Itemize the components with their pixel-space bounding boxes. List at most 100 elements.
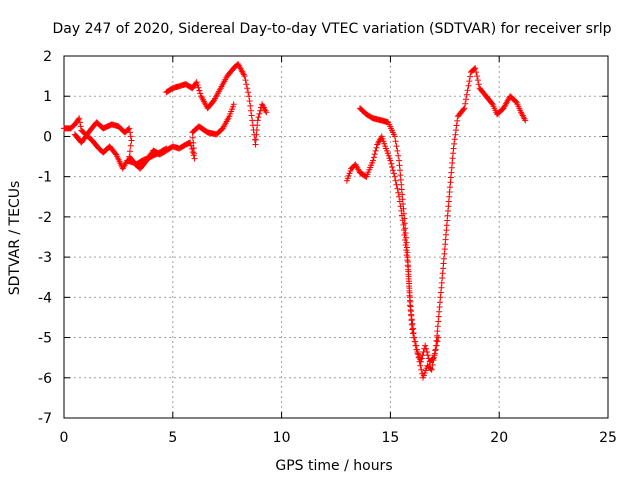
data-point xyxy=(464,87,471,94)
data-point xyxy=(243,81,250,88)
data-point xyxy=(462,100,469,107)
data-point xyxy=(475,81,482,88)
data-point xyxy=(387,157,394,164)
data-point xyxy=(452,131,459,138)
data-point xyxy=(416,358,423,365)
data-point xyxy=(407,307,414,313)
data-point xyxy=(466,78,473,85)
data-point xyxy=(417,362,424,369)
data-point xyxy=(427,365,434,372)
data-point xyxy=(431,352,438,359)
data-point xyxy=(415,354,422,361)
data-point xyxy=(194,82,201,88)
data-point xyxy=(263,109,270,116)
data-point xyxy=(76,115,83,122)
data-point xyxy=(465,82,472,89)
data-point xyxy=(390,167,396,174)
data-point xyxy=(451,140,458,147)
data-point xyxy=(407,302,413,309)
data-point xyxy=(422,342,429,349)
data-point xyxy=(391,173,398,180)
data-point xyxy=(127,142,134,149)
data-point xyxy=(418,366,425,373)
data-point xyxy=(242,77,249,84)
data-point xyxy=(190,139,197,146)
y-tick-label: -7 xyxy=(38,411,52,427)
x-tick-label: 20 xyxy=(490,430,508,446)
data-point xyxy=(241,73,248,80)
data-point xyxy=(424,349,430,355)
data-point xyxy=(412,338,419,345)
data-point xyxy=(127,129,133,136)
data-point xyxy=(191,155,198,162)
data-point xyxy=(450,145,457,152)
data-point xyxy=(474,77,481,84)
data-point xyxy=(394,147,401,154)
data-point xyxy=(127,148,133,155)
data-point xyxy=(410,325,417,332)
y-tick-label: -3 xyxy=(38,250,52,266)
axes: 0 5 10 15 20 25 -7 -6 -5 -4 -3 -2 -1 0 1 2 xyxy=(38,49,617,446)
data-point xyxy=(395,152,402,159)
data-point xyxy=(195,84,202,91)
data-point xyxy=(163,145,170,152)
data-point xyxy=(408,316,415,323)
data-point xyxy=(428,366,435,373)
data-point xyxy=(453,122,460,129)
data-point xyxy=(432,347,439,354)
x-tick-label: 25 xyxy=(599,430,617,446)
data-point xyxy=(196,87,203,94)
data-point xyxy=(256,110,263,117)
data-point xyxy=(454,117,461,124)
data-point xyxy=(370,154,377,161)
data-point xyxy=(430,357,437,364)
data-point xyxy=(77,123,84,130)
data-points xyxy=(61,61,529,381)
y-tick-label: 0 xyxy=(43,129,52,145)
data-point xyxy=(423,345,430,352)
y-tick-label: 2 xyxy=(43,49,52,65)
data-point xyxy=(255,114,262,121)
data-point xyxy=(471,65,478,72)
data-point xyxy=(246,98,253,104)
data-point xyxy=(370,157,376,164)
data-point xyxy=(414,350,421,357)
data-point xyxy=(254,117,261,124)
data-point xyxy=(77,119,83,126)
data-point xyxy=(424,352,431,359)
data-point xyxy=(409,320,416,327)
data-point xyxy=(245,89,252,96)
x-tick-label: 15 xyxy=(381,430,399,446)
data-point xyxy=(429,361,436,368)
y-tick-label: -2 xyxy=(38,210,52,226)
data-point xyxy=(249,117,256,124)
data-point xyxy=(390,170,397,177)
data-point xyxy=(247,107,254,114)
data-point xyxy=(248,112,255,119)
y-tick-label: -5 xyxy=(38,331,52,347)
data-point xyxy=(125,126,132,133)
data-point xyxy=(190,145,197,152)
data-point xyxy=(388,160,395,167)
data-point xyxy=(162,146,169,153)
data-point xyxy=(413,346,420,353)
data-point xyxy=(197,90,204,97)
data-point xyxy=(473,69,480,76)
data-point xyxy=(460,106,467,113)
data-point xyxy=(392,177,399,184)
data-point xyxy=(244,85,251,92)
data-point xyxy=(461,105,468,112)
data-point xyxy=(467,73,474,80)
data-point xyxy=(413,342,420,349)
data-point xyxy=(453,127,459,134)
x-tick-label: 5 xyxy=(168,430,177,446)
y-tick-label: 1 xyxy=(43,89,52,105)
data-point xyxy=(230,101,237,108)
data-point xyxy=(408,311,415,318)
data-point xyxy=(394,185,401,192)
data-point xyxy=(189,134,196,141)
data-point xyxy=(409,326,416,333)
y-tick-label: -6 xyxy=(38,371,52,387)
data-point xyxy=(395,189,402,196)
